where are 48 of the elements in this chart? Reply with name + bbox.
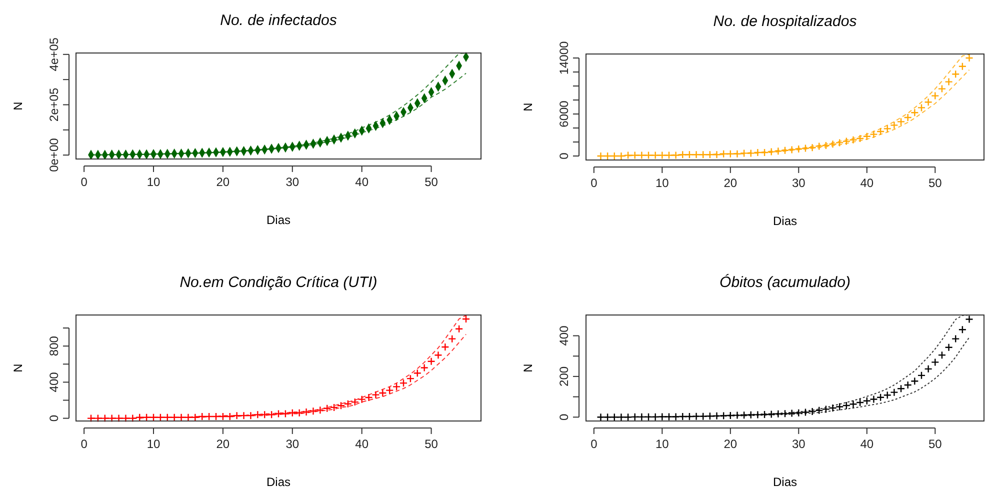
y-tick-label: 400 bbox=[47, 372, 61, 392]
x-tick-label: 50 bbox=[928, 176, 942, 190]
x-tick-label: 0 bbox=[590, 176, 598, 190]
x-tick-label: 10 bbox=[655, 176, 670, 190]
y-tick-label: 800 bbox=[47, 336, 61, 356]
x-axis-title: Dias bbox=[772, 214, 798, 228]
x-tick-label: 0 bbox=[80, 437, 88, 451]
y-tick-label: 6000 bbox=[557, 100, 571, 128]
chart-title: Óbitos (acumulado) bbox=[720, 273, 850, 291]
x-tick-label: 40 bbox=[860, 437, 874, 451]
x-tick-label: 10 bbox=[146, 175, 160, 189]
y-tick-label: 0e+00 bbox=[47, 138, 61, 172]
x-tick-label: 20 bbox=[724, 176, 738, 190]
y-axis-title: N bbox=[11, 364, 25, 372]
y-axis-title: N bbox=[521, 102, 535, 112]
chart-title: No. de hospitalizados bbox=[713, 13, 858, 30]
x-tick-label: 20 bbox=[216, 437, 230, 451]
x-axis-title: Dias bbox=[266, 213, 291, 227]
y-tick-label: 4e+05 bbox=[47, 37, 61, 72]
y-axis-title: N bbox=[521, 364, 535, 372]
x-tick-label: 50 bbox=[424, 437, 438, 451]
y-tick-label: 0 bbox=[557, 152, 571, 160]
x-tick-label: 30 bbox=[792, 176, 806, 190]
x-tick-label: 10 bbox=[655, 437, 670, 451]
y-tick-label: 2e+05 bbox=[47, 88, 61, 122]
y-tick-label: 200 bbox=[557, 366, 571, 386]
chart-title: No. de infectados bbox=[220, 12, 338, 29]
chart-title: No.em Condição Crítica (UTI) bbox=[180, 274, 378, 291]
x-tick-label: 30 bbox=[792, 437, 806, 451]
x-tick-label: 20 bbox=[216, 175, 230, 189]
x-axis-title: Dias bbox=[772, 475, 798, 488]
y-axis-title: N bbox=[11, 102, 25, 110]
x-tick-label: 50 bbox=[424, 175, 438, 189]
x-tick-label: 20 bbox=[724, 437, 738, 451]
y-tick-label: 0 bbox=[47, 414, 61, 422]
y-tick-label: 0 bbox=[557, 413, 571, 420]
x-tick-label: 40 bbox=[860, 176, 874, 190]
x-tick-label: 0 bbox=[80, 175, 88, 189]
x-tick-label: 40 bbox=[355, 437, 369, 451]
x-tick-label: 30 bbox=[286, 175, 300, 189]
x-tick-label: 10 bbox=[146, 437, 160, 451]
x-tick-label: 40 bbox=[355, 175, 369, 189]
y-tick-label: 14000 bbox=[557, 40, 571, 75]
y-tick-label: 400 bbox=[557, 325, 571, 346]
x-axis-title: Dias bbox=[266, 475, 291, 488]
x-tick-label: 50 bbox=[928, 437, 942, 451]
x-tick-label: 30 bbox=[286, 437, 300, 451]
x-tick-label: 0 bbox=[590, 437, 598, 451]
